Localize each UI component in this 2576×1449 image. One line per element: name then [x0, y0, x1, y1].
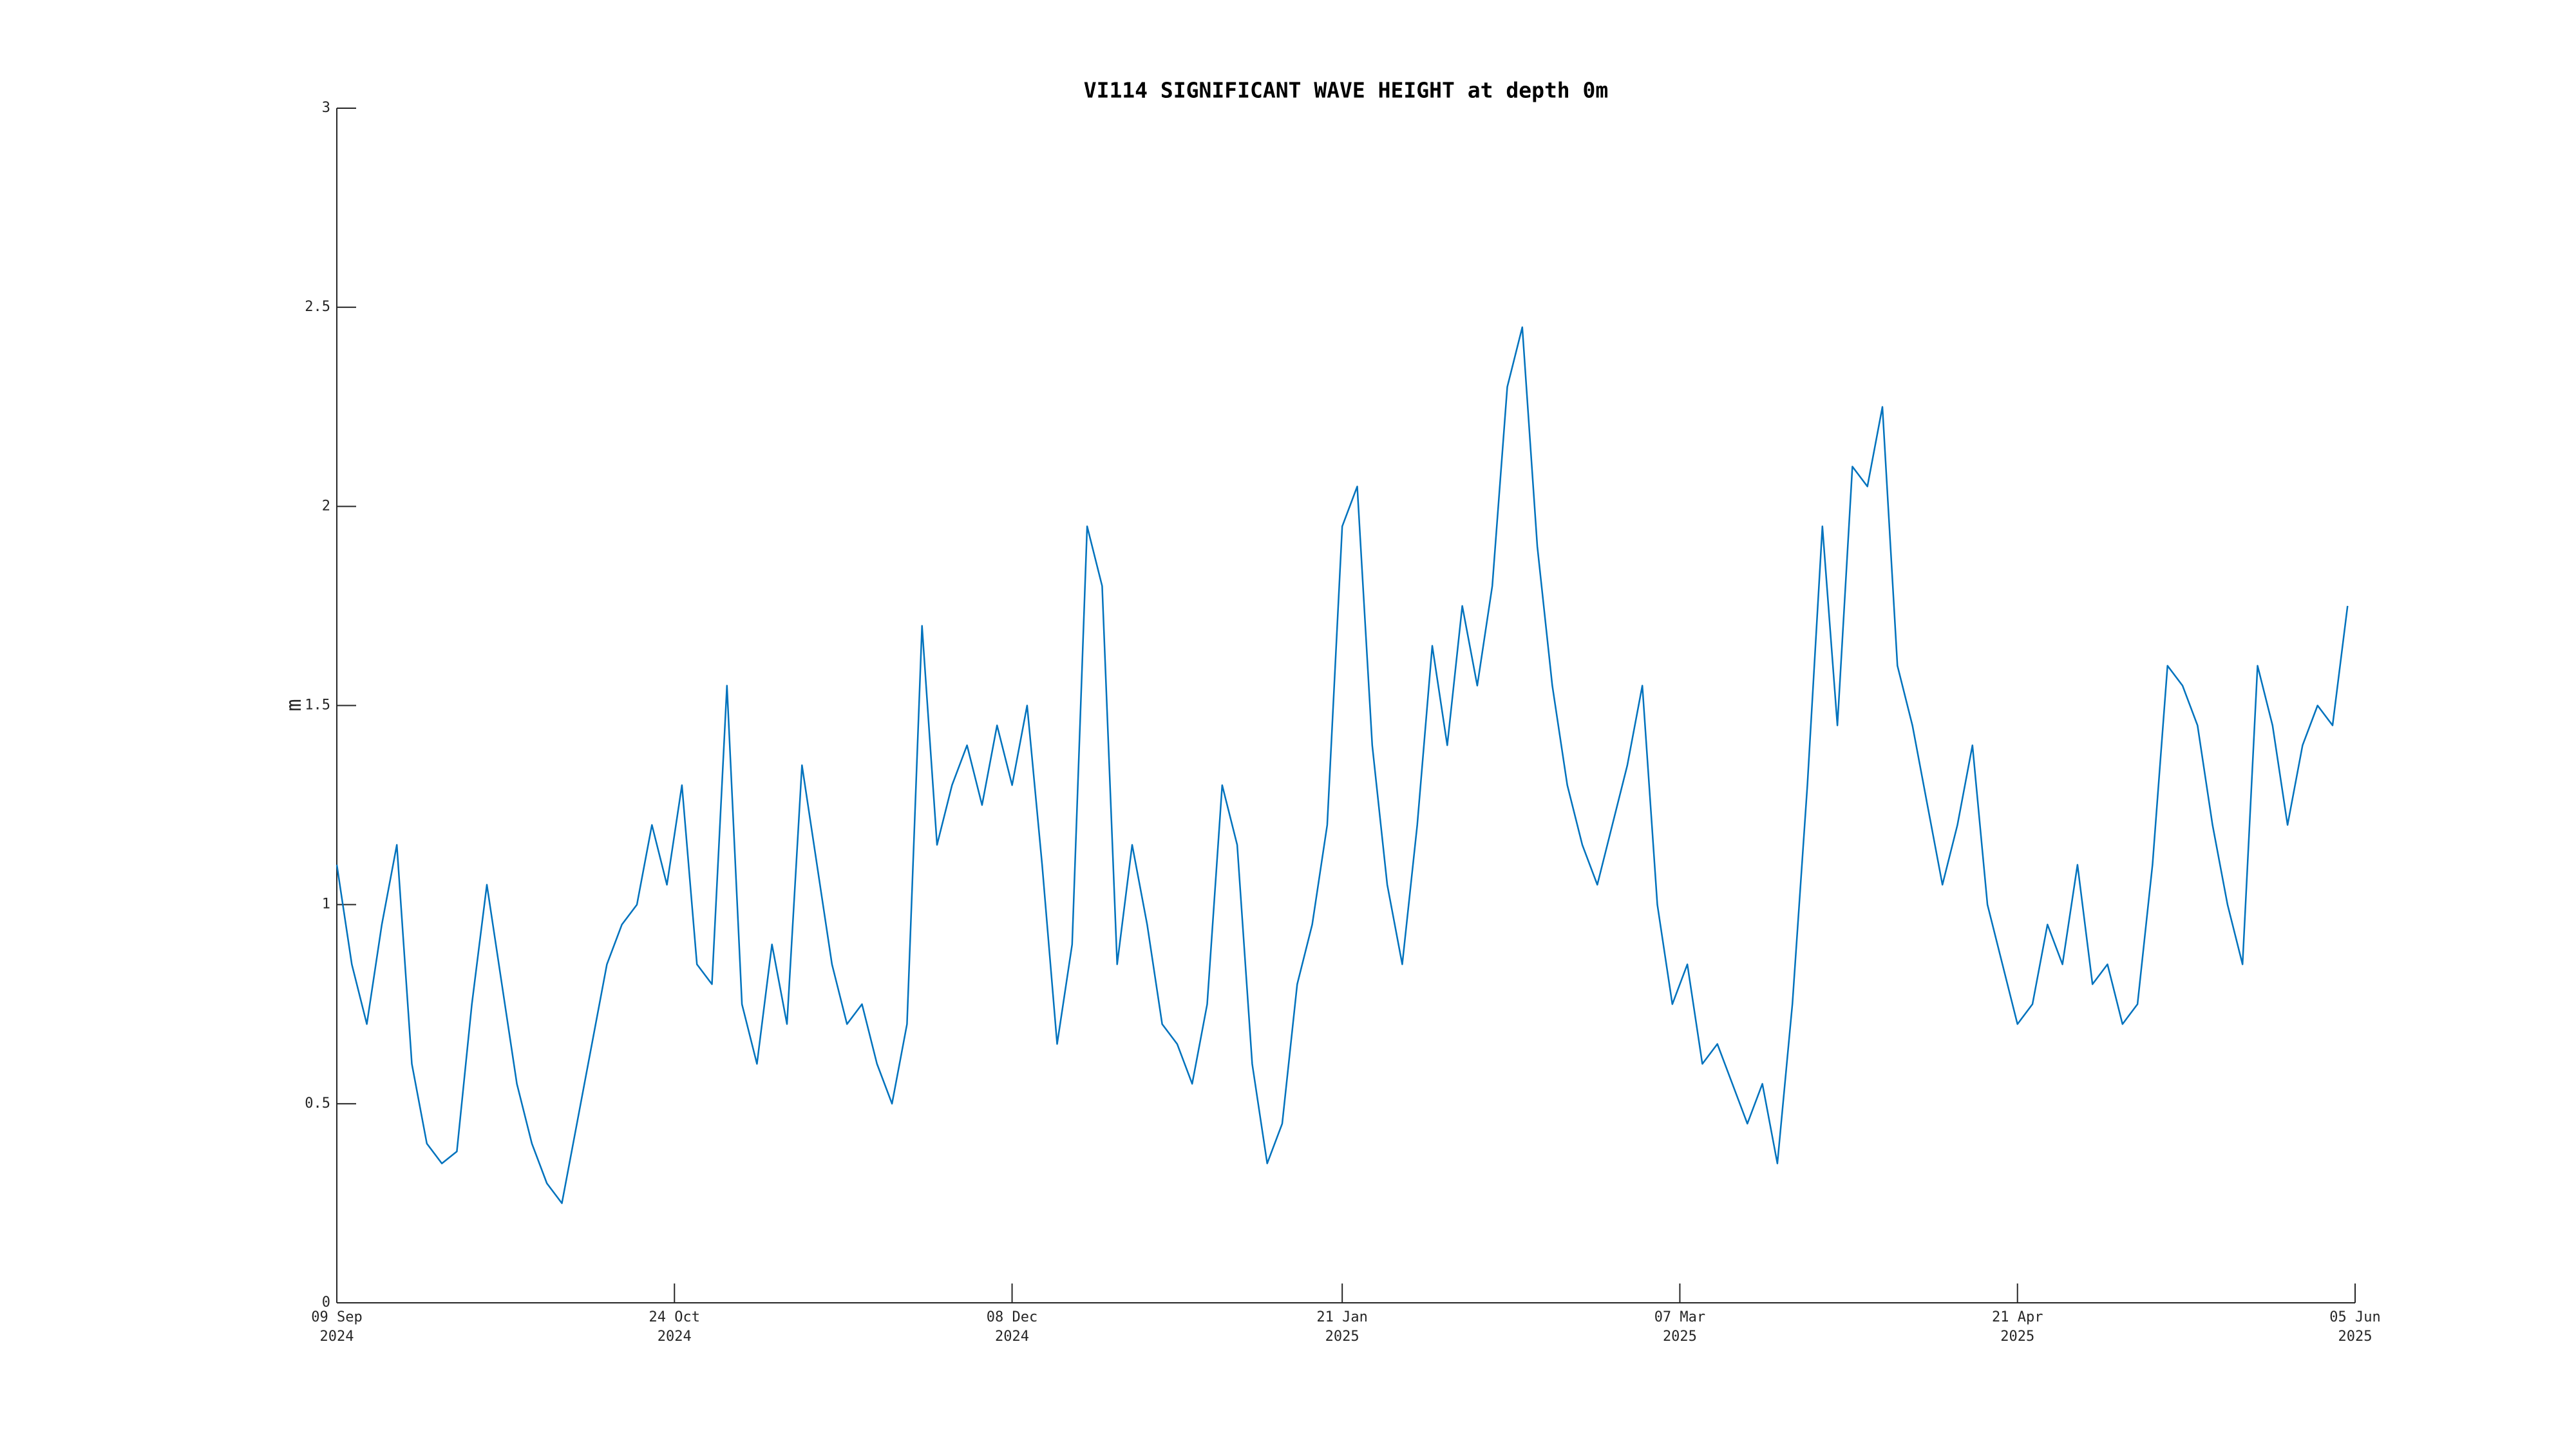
x-tick-label: 21 Jan 2025	[1316, 1309, 1368, 1345]
y-tick-label: 3	[322, 100, 330, 116]
x-tick-label: 07 Mar 2025	[1654, 1309, 1706, 1345]
y-tick-label: 0	[322, 1294, 330, 1311]
y-tick-label: 2	[322, 498, 330, 514]
x-tick-label: 24 Oct 2024	[649, 1309, 700, 1345]
data-line	[336, 326, 2349, 1204]
y-axis-label: m	[281, 699, 306, 711]
chart-title: VI114 SIGNIFICANT WAVE HEIGHT at depth 0…	[1084, 78, 1609, 103]
y-tick-label: 2.5	[305, 299, 330, 315]
x-tick-label: 21 Apr 2025	[1991, 1309, 2043, 1345]
y-tick-label: 0.5	[305, 1095, 330, 1112]
y-tick-label: 1.5	[305, 697, 330, 714]
x-tick-label: 09 Sep 2024	[311, 1309, 363, 1345]
x-tick-label: 05 Jun 2025	[2329, 1309, 2381, 1345]
x-tick-label: 08 Dec 2024	[986, 1309, 1038, 1345]
y-tick-label: 1	[322, 896, 330, 913]
